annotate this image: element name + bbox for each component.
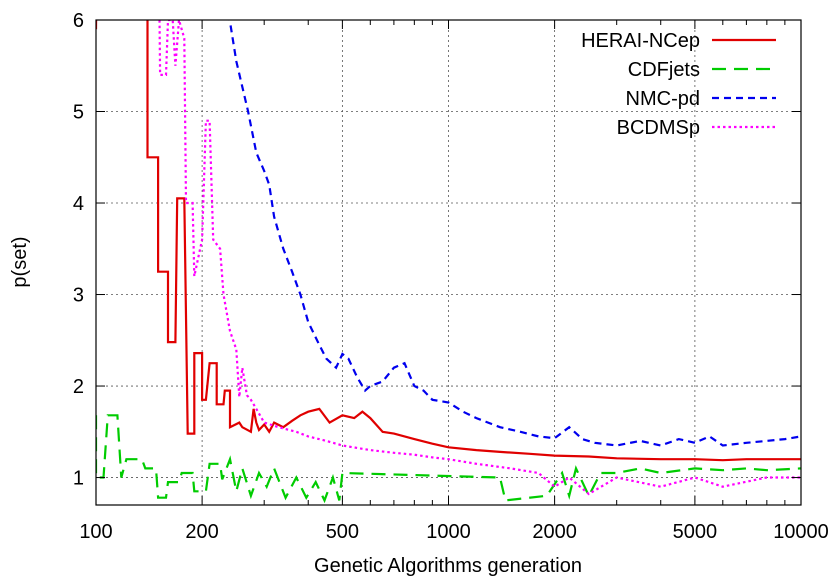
plot-area [96, 20, 801, 504]
legend-label: HERAI-NCep [581, 30, 700, 52]
legend-label: BCDMSp [617, 117, 700, 139]
y-tick-label: 3 [73, 285, 84, 307]
x-tick-label: 5000 [673, 521, 718, 543]
series-line-cdfjets [96, 414, 801, 504]
legend: HERAI-NCep CDFjets NMC-pd BCDMSp [581, 30, 776, 139]
y-axis-label: p(set) [9, 236, 31, 287]
y-tick-label: 4 [73, 193, 84, 215]
grid [96, 20, 801, 505]
x-tick-label: 500 [326, 521, 359, 543]
x-tick-label: 2000 [532, 521, 577, 543]
x-tick-label: 1000 [426, 521, 471, 543]
series-line-bcdmsp [158, 20, 801, 496]
x-tick-label: 10000 [773, 521, 829, 543]
x-tick-label: 200 [185, 521, 218, 543]
x-tick-label: 100 [79, 521, 112, 543]
ticks: 100 200 500 1000 2000 5000 10000 1 2 3 4 5 6 [73, 10, 829, 543]
y-tick-label: 2 [73, 376, 84, 398]
series-line-nmc-pd [228, 20, 801, 447]
legend-label: CDFjets [628, 59, 700, 81]
series-line-herai-ncep [96, 20, 801, 462]
y-tick-label: 6 [73, 10, 84, 32]
y-tick-label: 1 [73, 468, 84, 490]
legend-label: NMC-pd [626, 88, 700, 110]
x-axis-label: Genetic Algorithms generation [314, 555, 582, 577]
y-tick-label: 5 [73, 102, 84, 124]
